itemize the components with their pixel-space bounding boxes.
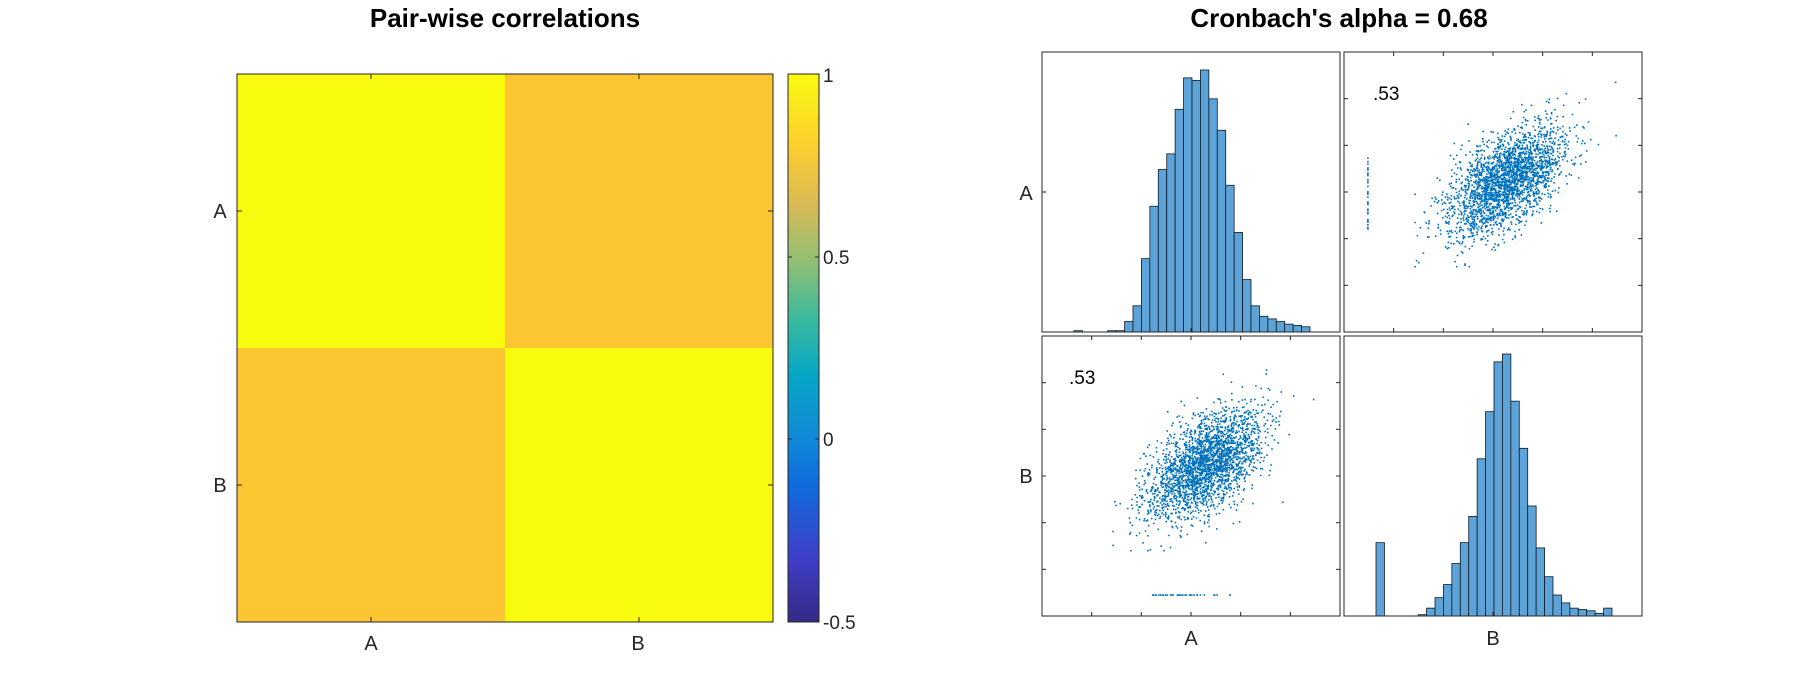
correlation-label-ab: .53 (1373, 84, 1399, 105)
heatmap-ytick-b: B (213, 475, 226, 497)
histogram-a-bar (1166, 153, 1176, 333)
heatmap-cells (237, 74, 773, 622)
histogram-b-bar (1485, 411, 1495, 617)
heatmap-ticks (237, 74, 773, 622)
heatmap-title: Pair-wise correlations (370, 3, 640, 33)
histogram-a-bar (1259, 315, 1269, 333)
histogram-a-panel (1041, 51, 1341, 333)
scatter-matrix-title: Cronbach's alpha = 0.68 (1190, 3, 1487, 33)
heatmap-ytick-a: A (213, 201, 227, 223)
colorbar-label-1: 1 (823, 66, 834, 87)
histogram-b-bar (1544, 576, 1554, 617)
colorbar-label-0: 0 (823, 430, 834, 451)
colorbar-label-0.5: 0.5 (823, 248, 849, 269)
histogram-b-bar (1586, 610, 1596, 617)
heatmap-cell-b-b (505, 348, 773, 622)
colorbar-ticks (788, 256, 819, 440)
histogram-b-bar (1518, 447, 1529, 617)
histogram-b-bar (1527, 505, 1537, 617)
colorbar (787, 73, 820, 623)
scatter-ab-points (1367, 81, 1617, 268)
histogram-b-bar (1561, 602, 1571, 617)
histogram-a-bar (1208, 98, 1218, 333)
histogram-a-bar (1301, 326, 1311, 333)
histogram-a-bar (1225, 184, 1235, 333)
histogram-a-bar (1124, 321, 1134, 333)
histogram-b-bar (1535, 547, 1545, 617)
histogram-b-bar (1476, 458, 1486, 617)
heatmap-cell-a-b (505, 74, 773, 348)
histogram-a-bar (1267, 318, 1277, 333)
heatmap-xtick-a: A (364, 633, 378, 655)
histogram-b-bar (1443, 584, 1453, 617)
histogram-a-bar (1216, 129, 1227, 333)
correlation-label-ba: .53 (1069, 368, 1095, 389)
heatmap-cell-a-a (237, 74, 505, 348)
histogram-a-bar (1200, 69, 1210, 333)
histogram-b-bar (1552, 594, 1562, 617)
histogram-a-bar (1191, 80, 1201, 333)
matrix-ylabel-b: B (1019, 466, 1032, 488)
scatter-ab-panel (1343, 51, 1643, 333)
histogram-b-bar (1577, 609, 1588, 617)
histogram-b-bar (1603, 607, 1613, 617)
heatmap-xtick-b: B (631, 633, 644, 655)
histogram-a-bar (1174, 108, 1184, 333)
histogram-b-bar (1502, 353, 1512, 617)
histogram-b-bar (1569, 607, 1579, 617)
heatmap-frame (236, 73, 774, 623)
matrix-xlabel-a: A (1184, 628, 1198, 650)
heatmap-cell-b-a (237, 348, 505, 622)
matrix-ylabel-a: A (1019, 183, 1033, 205)
histogram-b-bar (1459, 542, 1470, 617)
histogram-a-bar (1250, 305, 1260, 333)
histogram-a-bar (1149, 205, 1159, 333)
histogram-b-bar (1426, 607, 1436, 617)
histogram-a-bar (1157, 169, 1168, 333)
histogram-a-bar (1183, 77, 1193, 333)
histogram-b-bar (1468, 516, 1478, 617)
histogram-a-bar (1275, 321, 1286, 333)
histogram-a-bar (1242, 279, 1252, 333)
histogram-b-panel (1343, 335, 1643, 617)
histogram-b-bar (1451, 563, 1461, 617)
histogram-b-bar (1493, 361, 1503, 617)
scatter-ba-panel (1041, 335, 1341, 617)
histogram-b-bar (1510, 400, 1520, 617)
histogram-a-bar (1141, 258, 1151, 333)
histogram-b-bar (1434, 597, 1444, 617)
histogram-a-bar (1284, 323, 1294, 333)
matrix-xlabel-b: B (1486, 628, 1499, 650)
histogram-a-bar (1292, 325, 1302, 333)
histogram-b-bar (1375, 542, 1385, 617)
histogram-a-bar (1132, 305, 1142, 333)
scatter-ba-points (1112, 369, 1315, 596)
histogram-a-bar (1233, 232, 1243, 333)
colorbar-label-neg0.5: -0.5 (823, 613, 856, 634)
